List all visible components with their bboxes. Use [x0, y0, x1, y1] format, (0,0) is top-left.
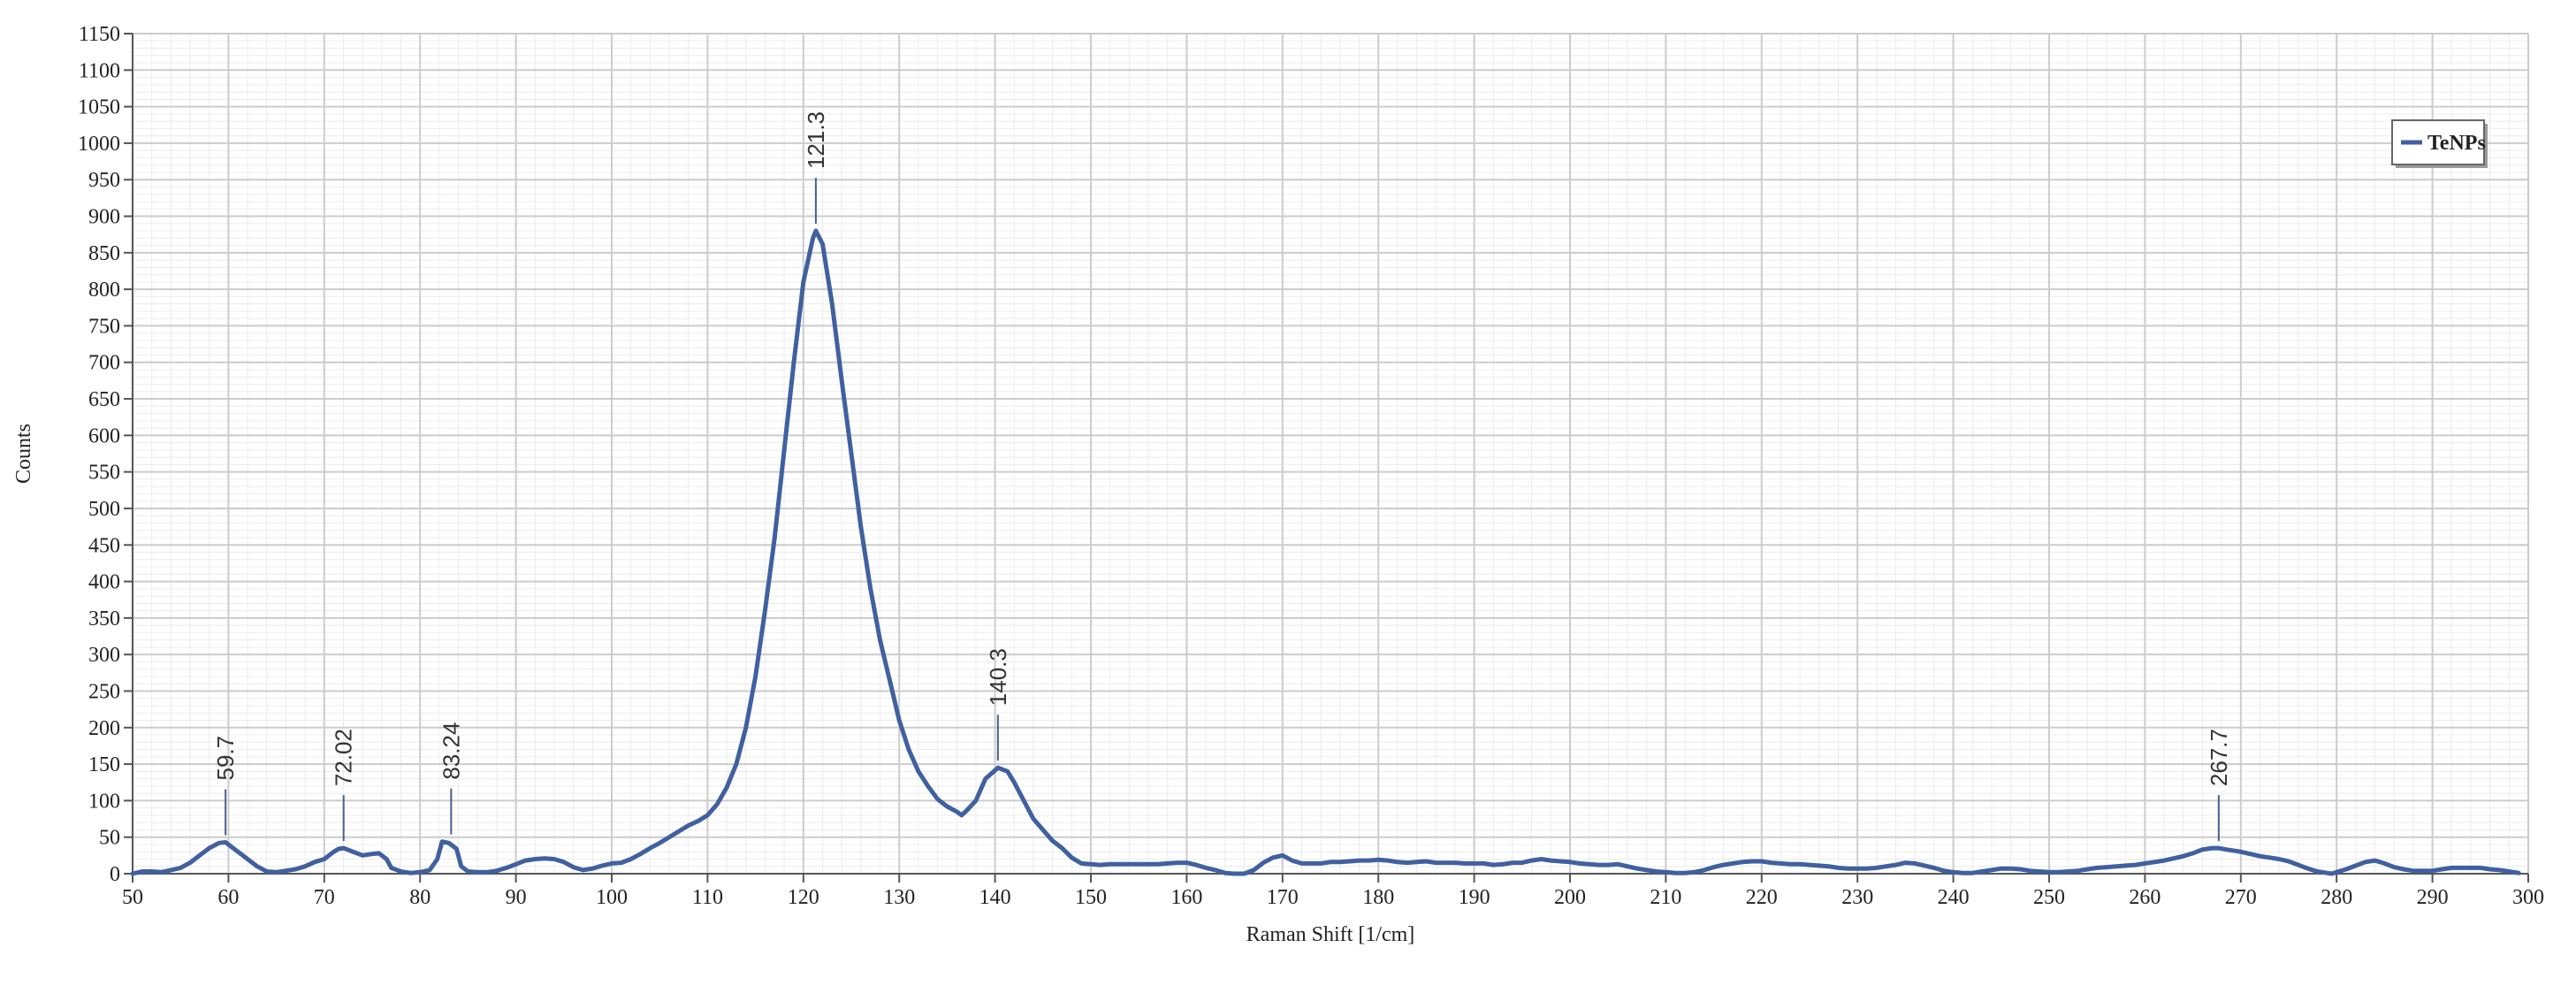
x-tick-label: 260	[2129, 886, 2161, 909]
series-layer	[130, 228, 2521, 876]
y-tick-label: 100	[88, 790, 120, 813]
y-tick-label: 1050	[78, 96, 120, 119]
x-tick-label: 130	[883, 886, 915, 909]
x-tick-label: 140	[979, 886, 1011, 909]
x-tick-label: 230	[1841, 886, 1873, 909]
legend: TeNPs	[2391, 119, 2488, 168]
x-tick-label: 290	[2417, 886, 2449, 909]
y-tick-label: 200	[88, 717, 120, 740]
peak-label: 140.3	[985, 648, 1011, 706]
legend-series-label: TeNPs	[2427, 132, 2486, 155]
y-tick-label: 0	[110, 863, 120, 886]
x-tick-label: 240	[1938, 886, 1970, 909]
x-tick-label: 110	[692, 886, 723, 909]
y-tick-label: 900	[88, 206, 120, 229]
y-tick-label: 800	[88, 279, 120, 302]
axes: 50 60 70 80 90 100 110 120 130 140 150 160 170 180 190…	[78, 23, 2544, 909]
peak-label: 121.3	[803, 111, 829, 169]
x-tick-label: 50	[122, 886, 143, 909]
y-tick-label: 500	[88, 498, 120, 521]
peak-label: 59.7	[212, 736, 239, 781]
x-tick-label: 190	[1459, 886, 1490, 909]
y-tick-label: 950	[88, 169, 120, 192]
x-tick-label: 300	[2512, 886, 2544, 909]
x-tick-label: 120	[788, 886, 819, 909]
x-tick-label: 210	[1650, 886, 1681, 909]
x-tick-label: 100	[596, 886, 628, 909]
y-tick-label: 350	[88, 608, 120, 631]
x-tick-label: 170	[1267, 886, 1299, 909]
y-tick-label: 1000	[78, 133, 120, 156]
plot-area	[133, 34, 2528, 874]
x-tick-label: 200	[1554, 886, 1586, 909]
y-tick-label: 300	[88, 644, 120, 667]
x-axis-title: Raman Shift [1/cm]	[1246, 923, 1415, 946]
y-tick-label: 750	[88, 315, 120, 338]
x-tick-label: 250	[2033, 886, 2065, 909]
x-tick-label: 280	[2321, 886, 2352, 909]
y-tick-label: 550	[88, 462, 120, 485]
y-tick-label: 850	[88, 242, 120, 265]
y-tick-label: 700	[88, 352, 120, 375]
y-tick-label: 450	[88, 534, 120, 557]
grid	[132, 33, 2529, 875]
x-tick-label: 70	[314, 886, 335, 909]
y-tick-label: 1150	[79, 23, 120, 46]
y-tick-label: 150	[88, 753, 120, 776]
x-tick-label: 90	[506, 886, 527, 909]
y-tick-label: 250	[88, 680, 120, 703]
y-axis-title: Counts	[12, 424, 35, 484]
x-tick-label: 270	[2225, 886, 2257, 909]
y-tick-label: 600	[88, 424, 120, 447]
peak-label: 267.7	[2206, 729, 2232, 786]
peak-label: 83.24	[438, 722, 464, 780]
x-tick-label: 160	[1170, 886, 1202, 909]
y-tick-label: 400	[88, 571, 120, 594]
x-tick-label: 220	[1746, 886, 1778, 909]
peak-annotations: 59.7 72.02 83.24 121.3 140.3 267.7	[212, 111, 2232, 842]
peak-label: 72.02	[331, 729, 357, 786]
y-tick-label: 1100	[79, 59, 120, 82]
x-tick-label: 180	[1362, 886, 1394, 909]
x-tick-label: 60	[217, 886, 239, 909]
x-tick-label: 150	[1075, 886, 1107, 909]
series-line-tenps	[130, 228, 2521, 876]
x-tick-label: 80	[409, 886, 431, 909]
y-tick-label: 50	[99, 827, 120, 850]
y-tick-label: 650	[88, 388, 120, 411]
